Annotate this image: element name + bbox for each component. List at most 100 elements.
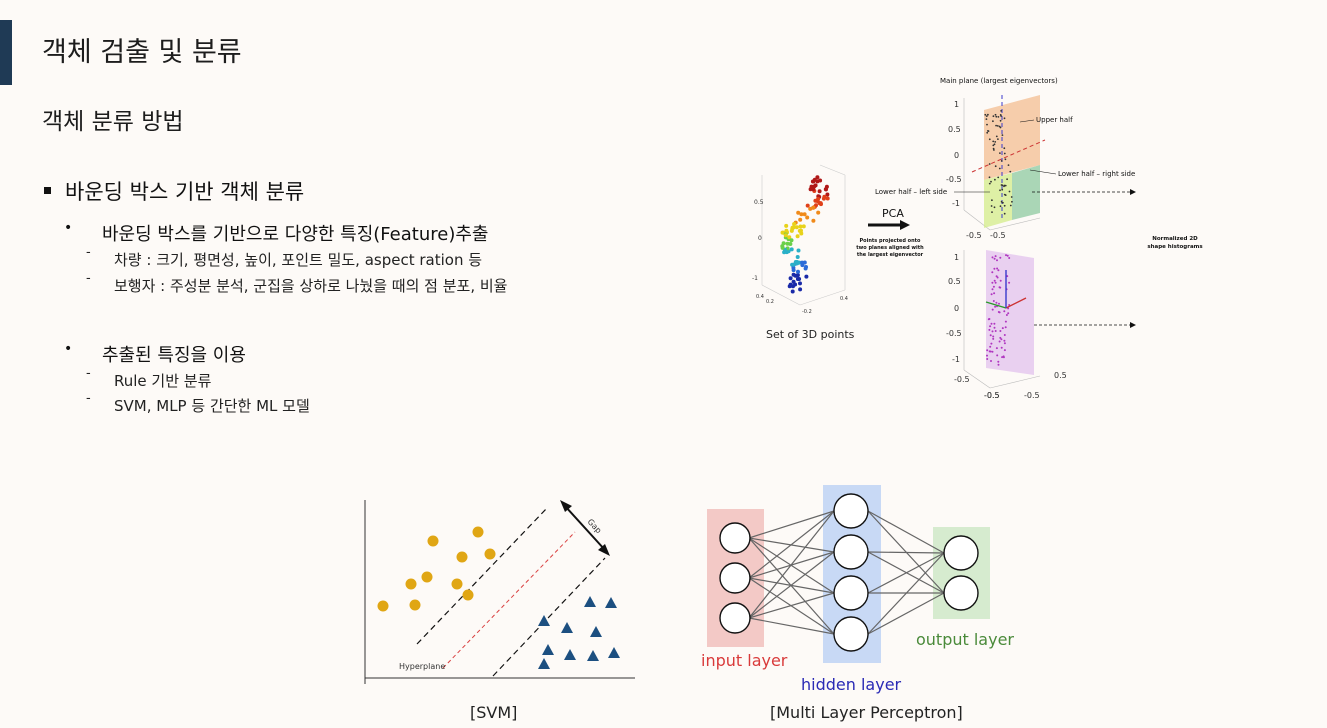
svm-figure: Gap Hyperplane — [364, 500, 635, 684]
point-3d — [815, 175, 820, 180]
projected-point — [1002, 201, 1004, 204]
projected-point — [1003, 334, 1006, 336]
point-3d — [800, 263, 805, 268]
list-subitem: - Rule 기반 분류 — [86, 366, 212, 390]
projected-point — [990, 342, 993, 345]
projected-point — [988, 182, 991, 185]
output-layer-label: output layer — [916, 630, 1014, 649]
projected-point — [1009, 170, 1012, 173]
svg-text:two planes aligned with: two planes aligned with — [856, 245, 924, 251]
point-3d — [812, 184, 817, 189]
projected-point — [986, 349, 989, 352]
mlp-edge — [748, 592, 835, 619]
margin-line-lower — [492, 557, 606, 677]
input-layer-label: input layer — [701, 651, 788, 670]
projected-point — [994, 141, 997, 143]
projected-point — [994, 281, 997, 284]
projected-point — [1003, 204, 1006, 207]
projected-point — [1003, 310, 1006, 313]
projected-point — [989, 334, 992, 337]
hyperplane-line — [442, 531, 576, 669]
projected-point — [991, 199, 993, 202]
point-3d — [799, 231, 804, 236]
pca-arrow: PCA Points projected onto two planes ali… — [856, 207, 924, 258]
projected-point — [1000, 346, 1003, 349]
projected-point — [1001, 356, 1004, 359]
projected-point — [999, 256, 1002, 259]
tick-label: 0.4 — [756, 294, 764, 300]
projected-point — [999, 152, 1001, 154]
point-3d — [817, 189, 822, 194]
projected-point — [1007, 164, 1010, 166]
mlp-edge — [748, 551, 835, 619]
projected-point — [1000, 338, 1003, 341]
projected-point — [988, 138, 991, 141]
projected-point — [987, 318, 990, 321]
point-3d — [814, 203, 818, 208]
mlp-edge — [748, 617, 835, 635]
point-3d — [816, 210, 821, 215]
point-3d — [788, 242, 793, 246]
projected-point — [997, 360, 1000, 363]
lower-half-right-label: Lower half – right side — [1058, 170, 1135, 178]
point-3d — [802, 260, 807, 265]
page-subtitle: 객체 분류 방법 — [42, 109, 184, 135]
mlp-edge — [748, 510, 835, 579]
mlp-edge — [748, 510, 835, 619]
point-3d — [825, 192, 830, 197]
class-a-point — [409, 599, 421, 611]
projected-point — [1003, 349, 1006, 352]
projected-point — [999, 336, 1002, 339]
projected-point — [994, 165, 997, 168]
gap-arrow — [564, 505, 606, 551]
point-3d — [812, 177, 817, 182]
projected-point — [991, 211, 993, 214]
svg-text:1: 1 — [954, 100, 959, 109]
svg-text:0: 0 — [758, 235, 762, 242]
svg-text:-1: -1 — [752, 275, 758, 282]
projected-point — [1008, 257, 1011, 259]
projected-point — [997, 116, 1000, 118]
projected-point — [991, 281, 994, 284]
projected-point — [996, 125, 999, 127]
mlp-edge — [867, 552, 945, 594]
projected-point — [1008, 190, 1011, 193]
projected-point — [1003, 212, 1006, 215]
page-title: 객체 검출 및 분류 — [42, 37, 242, 68]
output-node — [943, 575, 979, 611]
point-3d — [792, 222, 797, 226]
class-a-point — [405, 578, 417, 590]
projected-point — [992, 144, 995, 147]
point-3d — [791, 268, 796, 273]
svg-text:-0.5: -0.5 — [990, 231, 1006, 240]
input-node — [719, 522, 751, 554]
projected-point — [1000, 110, 1002, 112]
class-a-point — [456, 551, 468, 563]
projected-point — [997, 269, 1000, 272]
projected-point — [989, 345, 992, 348]
point-3d — [787, 235, 792, 240]
point-3d — [799, 212, 804, 217]
projected-point — [991, 308, 994, 311]
upper-half-label: Upper half — [1036, 116, 1073, 124]
main-plane-plot: Main plane (largest eigenvectors) 1 0.5 … — [875, 77, 1136, 240]
point-3d — [796, 269, 800, 274]
projected-point — [994, 113, 997, 116]
mlp-connections — [748, 510, 945, 635]
svg-text:Points projected onto: Points projected onto — [860, 238, 922, 244]
projected-point — [1004, 158, 1007, 161]
projected-point — [995, 115, 998, 118]
projected-point — [1003, 152, 1006, 155]
point-3d — [790, 289, 795, 294]
projected-point — [988, 328, 991, 331]
point-3d — [819, 202, 823, 207]
projected-point — [1000, 160, 1003, 162]
hidden-node — [833, 575, 869, 611]
point-3d — [805, 215, 810, 220]
output-node — [943, 535, 979, 571]
point-3d — [805, 203, 810, 208]
projected-point — [992, 115, 995, 118]
projected-point — [1004, 326, 1007, 329]
projected-point — [996, 354, 999, 357]
projected-point — [995, 275, 998, 278]
